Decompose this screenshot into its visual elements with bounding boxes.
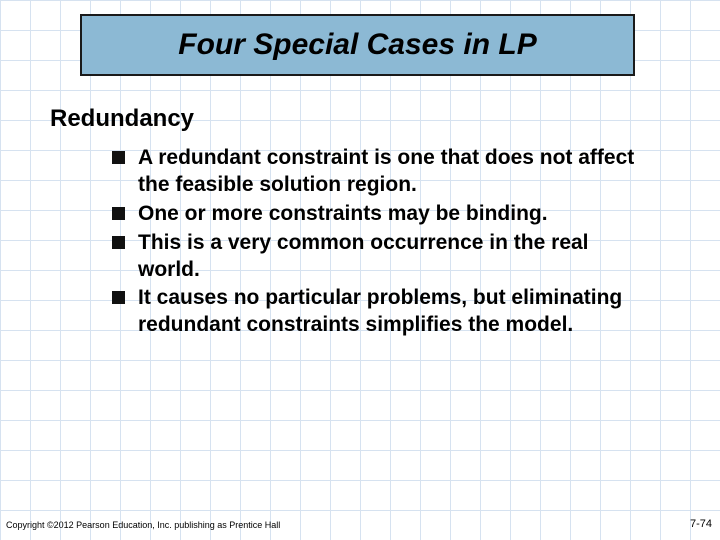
list-item: One or more constraints may be binding. bbox=[112, 201, 652, 228]
bullet-square-icon bbox=[112, 207, 125, 220]
bullet-square-icon bbox=[112, 151, 125, 164]
list-item: It causes no particular problems, but el… bbox=[112, 285, 652, 339]
bullet-square-icon bbox=[112, 291, 125, 304]
title-box: Four Special Cases in LP bbox=[80, 14, 635, 76]
copyright-text: Copyright ©2012 Pearson Education, Inc. … bbox=[6, 520, 280, 530]
bullet-list: A redundant constraint is one that does … bbox=[112, 145, 652, 341]
bullet-text: One or more constraints may be binding. bbox=[138, 201, 548, 228]
slide-subtitle: Redundancy bbox=[50, 105, 194, 133]
list-item: This is a very common occurrence in the … bbox=[112, 230, 652, 284]
slide-container: Four Special Cases in LP Redundancy A re… bbox=[0, 0, 720, 540]
bullet-square-icon bbox=[112, 236, 125, 249]
bullet-text: A redundant constraint is one that does … bbox=[138, 145, 652, 199]
slide-title: Four Special Cases in LP bbox=[178, 28, 536, 62]
bullet-text: It causes no particular problems, but el… bbox=[138, 285, 652, 339]
list-item: A redundant constraint is one that does … bbox=[112, 145, 652, 199]
bullet-text: This is a very common occurrence in the … bbox=[138, 230, 652, 284]
page-number: 7-74 bbox=[690, 518, 712, 530]
